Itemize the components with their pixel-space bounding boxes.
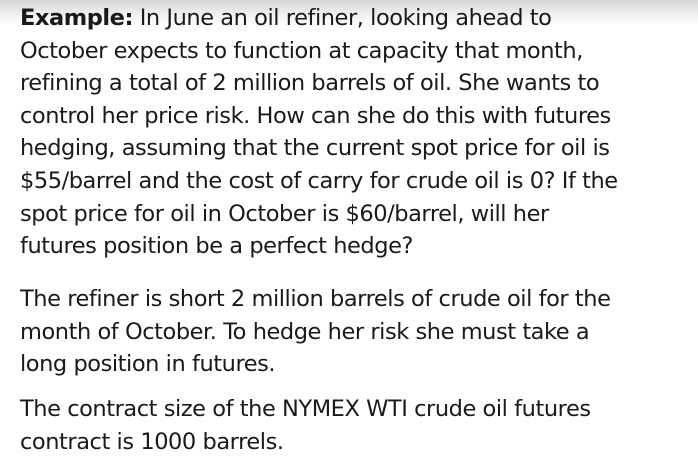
answer-line: The refiner is short 2 million barrels o… [20, 286, 611, 312]
example-line-text: In June an oil refiner, looking ahead to [133, 5, 552, 31]
example-label: Example: [20, 5, 133, 31]
example-line: hedging, assuming that the current spot … [20, 135, 610, 162]
example-line: control her price risk. How can she do t… [20, 102, 611, 129]
answer-paragraph: The refiner is short 2 million barrels o… [20, 283, 611, 381]
example-line: Example: In June an oil refiner, looking… [20, 2, 618, 35]
contract-line: The contract size of the NYMEX WTI crude… [20, 396, 591, 422]
example-paragraph: Example: In June an oil refiner, looking… [20, 2, 618, 263]
example-line: spot price for oil in October is $60/bar… [20, 200, 549, 227]
example-line: October expects to function at capacity … [20, 37, 583, 64]
contract-line: contract is 1000 barrels. [20, 428, 284, 455]
answer-line: long position in futures. [20, 351, 276, 378]
top-shadow [0, 0, 698, 26]
example-line: refining a total of 2 million barrels of… [20, 70, 600, 97]
answer-line: month of October. To hedge her risk she … [20, 318, 590, 345]
example-line: futures position be a perfect hedge? [20, 233, 413, 260]
example-line: $55/barrel and the cost of carry for cru… [20, 167, 618, 194]
contract-paragraph: The contract size of the NYMEX WTI crude… [20, 393, 591, 458]
